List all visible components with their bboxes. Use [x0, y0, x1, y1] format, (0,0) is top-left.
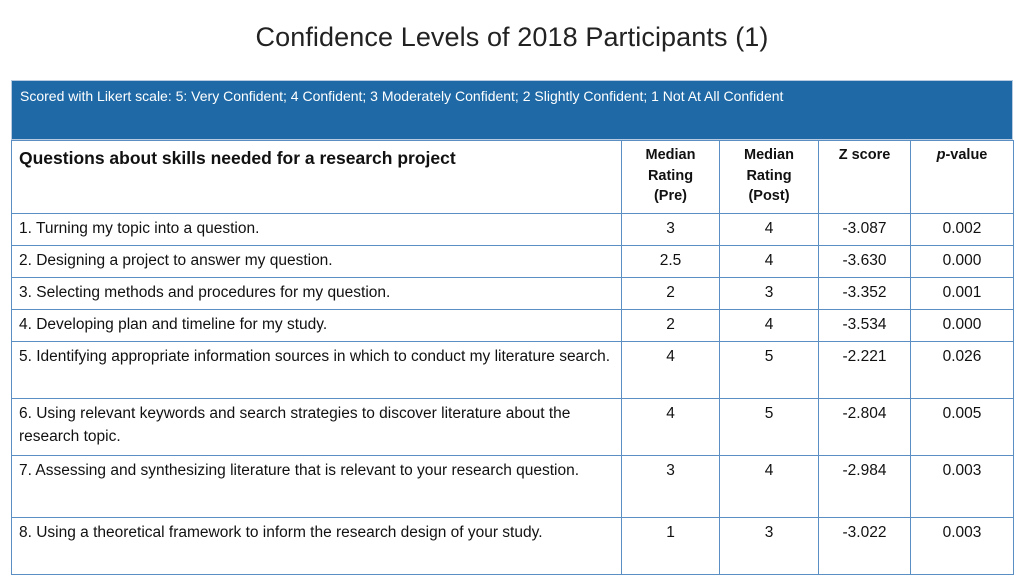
- table-row: 8. Using a theoretical framework to info…: [11, 517, 1014, 575]
- header-p-value: p-value: [910, 140, 1014, 214]
- p-value-cell: 0.005: [910, 398, 1014, 456]
- median-post-cell: 4: [719, 213, 819, 246]
- question-cell: 7. Assessing and synthesizing literature…: [11, 455, 622, 518]
- table-row: 6. Using relevant keywords and search st…: [11, 398, 1014, 456]
- header-median-pre-line: Rating: [647, 167, 694, 184]
- median-post-cell: 4: [719, 309, 819, 342]
- header-question: Questions about skills needed for a rese…: [11, 140, 622, 214]
- header-median-post-line: Median: [744, 147, 794, 163]
- question-cell: 4. Developing plan and timeline for my s…: [11, 309, 622, 342]
- question-cell: 3. Selecting methods and procedures for …: [11, 277, 622, 310]
- z-score-cell: -2.221: [818, 341, 911, 399]
- header-median-pre-line: (Pre): [653, 188, 688, 204]
- p-value-cell: 0.000: [910, 309, 1014, 342]
- results-table-wrapper: Scored with Likert scale: 5: Very Confid…: [11, 80, 1014, 575]
- table-row: 1. Turning my topic into a question. 3 4…: [11, 213, 1014, 246]
- median-pre-cell: 2: [621, 277, 720, 310]
- median-post-cell: 4: [719, 455, 819, 518]
- median-post-cell: 3: [719, 277, 819, 310]
- question-cell: 8. Using a theoretical framework to info…: [11, 517, 622, 575]
- table-row: 5. Identifying appropriate information s…: [11, 341, 1014, 399]
- z-score-cell: -2.804: [818, 398, 911, 456]
- question-cell: 5. Identifying appropriate information s…: [11, 341, 622, 399]
- median-pre-cell: 4: [621, 341, 720, 399]
- table-row: 3. Selecting methods and procedures for …: [11, 277, 1014, 310]
- header-median-post-line: (Post): [748, 188, 790, 204]
- p-value-cell: 0.001: [910, 277, 1014, 310]
- header-median-pre-line: Median: [645, 147, 696, 163]
- median-pre-cell: 4: [621, 398, 720, 456]
- median-post-cell: 5: [719, 341, 819, 399]
- likert-scale-note: Scored with Likert scale: 5: Very Confid…: [11, 80, 1013, 140]
- z-score-cell: -2.984: [818, 455, 911, 518]
- table-row: 7. Assessing and synthesizing literature…: [11, 455, 1014, 518]
- header-median-post: Median Rating (Post): [719, 140, 819, 214]
- p-value-cell: 0.003: [910, 517, 1014, 575]
- table-header-row: Questions about skills needed for a rese…: [11, 140, 1014, 214]
- table-row: 4. Developing plan and timeline for my s…: [11, 309, 1014, 342]
- median-pre-cell: 3: [621, 455, 720, 518]
- question-cell: 2. Designing a project to answer my ques…: [11, 245, 622, 278]
- table-row: 2. Designing a project to answer my ques…: [11, 245, 1014, 278]
- z-score-cell: -3.087: [818, 213, 911, 246]
- z-score-cell: -3.352: [818, 277, 911, 310]
- question-cell: 1. Turning my topic into a question.: [11, 213, 622, 246]
- median-pre-cell: 3: [621, 213, 720, 246]
- median-pre-cell: 2.5: [621, 245, 720, 278]
- z-score-cell: -3.022: [818, 517, 911, 575]
- header-p-rest: -value: [945, 147, 988, 163]
- header-median-post-line: Rating: [746, 167, 792, 184]
- slide-title: Confidence Levels of 2018 Participants (…: [255, 22, 769, 52]
- p-value-cell: 0.000: [910, 245, 1014, 278]
- header-p-italic: p: [936, 147, 946, 163]
- median-pre-cell: 2: [621, 309, 720, 342]
- question-cell: 6. Using relevant keywords and search st…: [11, 398, 622, 456]
- p-value-cell: 0.003: [910, 455, 1014, 518]
- median-post-cell: 5: [719, 398, 819, 456]
- z-score-cell: -3.630: [818, 245, 911, 278]
- median-post-cell: 3: [719, 517, 819, 575]
- median-pre-cell: 1: [621, 517, 720, 575]
- results-table: Questions about skills needed for a rese…: [11, 140, 1014, 575]
- p-value-cell: 0.026: [910, 341, 1014, 399]
- p-value-cell: 0.002: [910, 213, 1014, 246]
- z-score-cell: -3.534: [818, 309, 911, 342]
- header-median-pre: Median Rating (Pre): [621, 140, 720, 214]
- header-z-score: Z score: [818, 140, 911, 214]
- median-post-cell: 4: [719, 245, 819, 278]
